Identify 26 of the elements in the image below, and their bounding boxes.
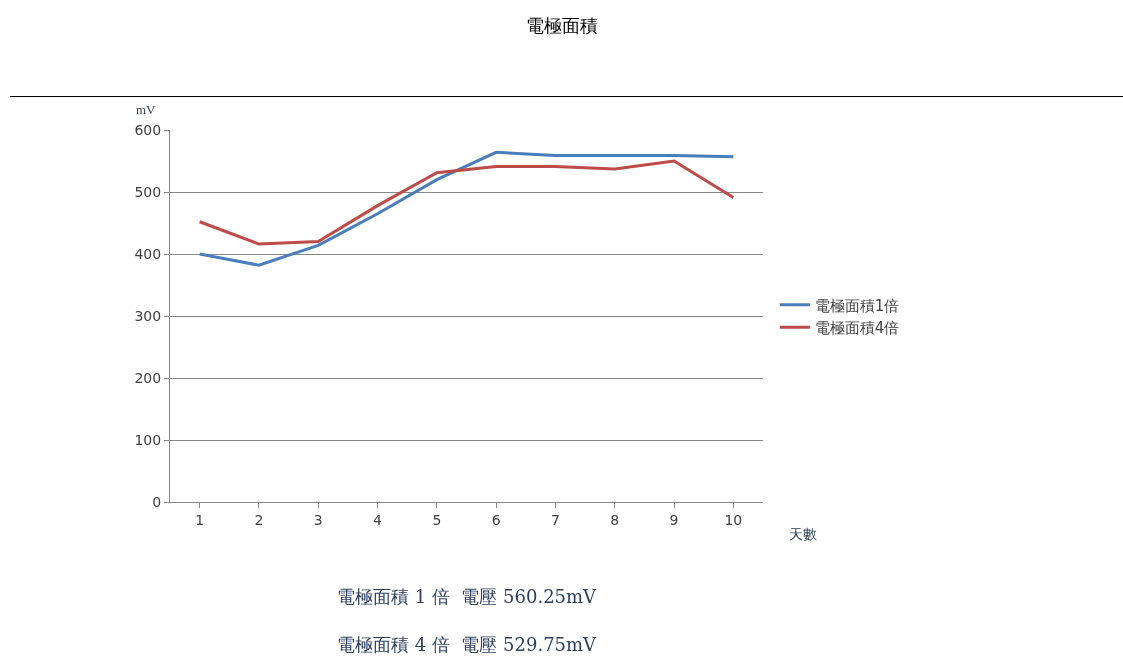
y-tick-label: 0 [152, 493, 162, 510]
x-tick-label: 9 [669, 511, 679, 528]
y-axis-title: mV [136, 102, 157, 117]
x-tick-label: 7 [550, 511, 560, 528]
text: 電極面積 4 倍 電壓 529.75mV [337, 634, 598, 655]
legend-label: 電極面積4倍 [814, 319, 900, 338]
text: 電極面積 1 倍 電壓 560.25mV [337, 586, 598, 607]
x-tick-label: 5 [432, 511, 442, 528]
x-tick-label: 3 [313, 511, 323, 528]
chart-title: 電極面積 [525, 15, 598, 37]
x-tick-label: 8 [610, 511, 620, 528]
x-tick-label: 2 [254, 511, 264, 528]
x-tick-label: 6 [491, 511, 501, 528]
x-axis-title: 天數 [789, 526, 817, 542]
y-tick-label: 100 [134, 431, 162, 448]
y-tick-label: 300 [134, 307, 162, 324]
x-tick-label: 4 [373, 511, 383, 528]
y-tick-label: 400 [134, 245, 162, 262]
y-tick-label: 500 [134, 183, 162, 200]
line-series [198, 150, 735, 267]
x-tick-label: 1 [195, 511, 205, 528]
legend-label: 電極面積1倍 [814, 296, 900, 315]
y-tick-label: 200 [134, 369, 162, 386]
line-series [198, 159, 735, 246]
y-tick-label: 600 [134, 121, 162, 138]
x-tick-label: 10 [724, 511, 743, 528]
